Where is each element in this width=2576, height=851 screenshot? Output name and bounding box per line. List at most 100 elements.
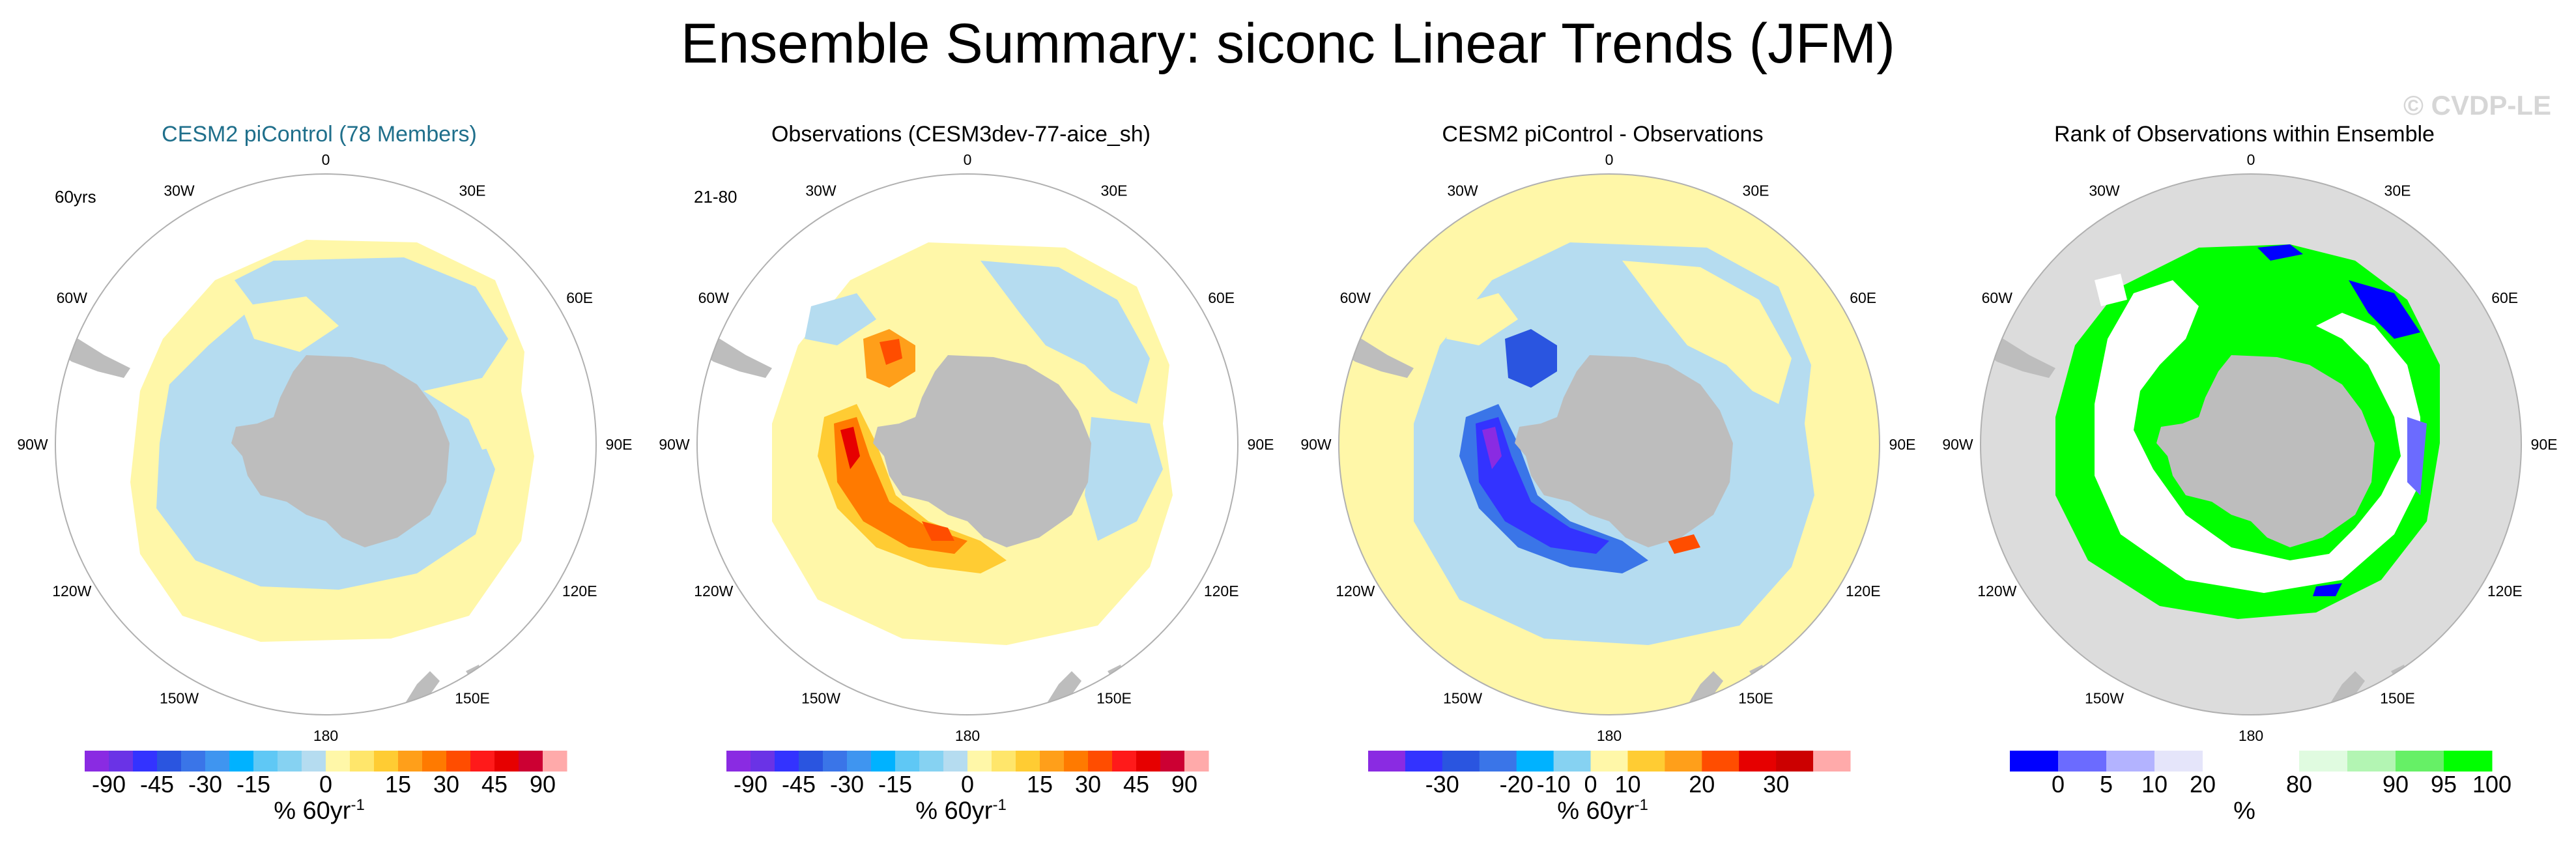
colorbar-swatch (992, 751, 1016, 772)
longitude-label: 60W (1340, 289, 1371, 306)
colorbar-swatch (1112, 751, 1137, 772)
colorbar-tick-label: -90 (734, 771, 767, 796)
colorbar-swatch (253, 751, 278, 772)
longitude-label: 0 (322, 151, 330, 168)
colorbar-swatch (1405, 751, 1443, 772)
polar-map: 0 30E 60E 90E 120E 150E 180 150W 120W 90W 60W 30W (1300, 151, 1915, 744)
trend-very-strong-positive-region (840, 427, 860, 469)
panel-title: Observations (CESM3dev-77-aice_sh) (771, 122, 1151, 147)
rank-mid-region (2095, 280, 2420, 593)
longitude-label: 60W (698, 289, 730, 306)
colorbar-swatch (1776, 751, 1814, 772)
longitude-label: 150E (1738, 690, 1773, 707)
colorbar-swatch (1627, 751, 1665, 772)
longitude-label: 60E (1850, 289, 1876, 306)
colorbar-tick-label: 20 (2190, 771, 2216, 796)
longitude-label: 120W (52, 583, 91, 599)
figure-title: Ensemble Summary: siconc Linear Trends (… (681, 12, 1895, 75)
colorbar-swatch (398, 751, 423, 772)
colorbar-tick-label: 90 (530, 771, 556, 796)
colorbar-swatch (2058, 751, 2107, 772)
longitude-label: 60E (566, 289, 593, 306)
rank-low-region (2407, 417, 2427, 495)
colorbar-tick-label: 20 (1689, 771, 1715, 796)
colorbar-swatch (2396, 751, 2444, 772)
map-boundary-circle (1338, 173, 1880, 715)
difference-very-strong-negative-region (1482, 427, 1502, 469)
longitude-label: 60W (1982, 289, 2013, 306)
trend-strong-positive-region (834, 417, 967, 554)
longitude-labels: 0 30E 60E 90E 120E 150E 180 150W 120W 90W 60W 30W (17, 151, 632, 744)
longitude-label: 0 (964, 151, 972, 168)
polar-map: 0 30E 60E 90E 120E 150E 180 150W 120W 90W 60W 30W (1942, 151, 2557, 744)
colorbar-tick-label: -15 (236, 771, 270, 796)
longitude-labels: 0 30E 60E 90E 120E 150E 180 150W 120W 90W 60W 30W (1300, 151, 1915, 744)
colorbar-swatch (1040, 751, 1065, 772)
colorbar-swatch (1368, 751, 1406, 772)
colorbar-swatch (967, 751, 992, 772)
colorbar-swatch (326, 751, 351, 772)
colorbar-tick-label: 0 (961, 771, 974, 796)
rank-mid-region (2095, 274, 2127, 306)
colorbar-swatch (302, 751, 326, 772)
colorbar-swatch (1184, 751, 1209, 772)
colorbar-swatch (1160, 751, 1185, 772)
colorbar-swatch (2299, 751, 2348, 772)
colorbar-swatch (446, 751, 471, 772)
colorbar-swatch (1516, 751, 1554, 772)
colorbar-swatch (350, 751, 375, 772)
colorbar-swatch (2251, 751, 2300, 772)
colorbar-swatch (278, 751, 302, 772)
panel-observed-trend: Observations (CESM3dev-77-aice_sh) 21-80… (642, 0, 1280, 851)
trend-weak-negative-region (805, 293, 876, 345)
map-boundary-circle (1980, 173, 2522, 715)
colorbar-swatch (229, 751, 254, 772)
longitude-label: 0 (2247, 151, 2255, 168)
longitude-label: 90W (659, 436, 690, 453)
antarctica-landmass (231, 355, 450, 547)
colorbar-swatch (2154, 751, 2203, 772)
colorbar-tick-label: -10 (1537, 771, 1571, 796)
longitude-label: 150W (801, 690, 840, 707)
longitude-label: 90W (1300, 436, 1332, 453)
antarctica-landmass (1515, 355, 1733, 547)
difference-strong-negative-region (1476, 417, 1609, 554)
colorbar-units: % 60yr-1 (915, 796, 1007, 825)
longitude-label: 150W (2085, 690, 2124, 707)
colorbar-swatch (871, 751, 896, 772)
rank-low-region (2257, 244, 2303, 261)
colorbar-tick-label: 15 (1027, 771, 1053, 796)
longitude-label: 30W (1447, 182, 1478, 199)
colorbar-swatch (2347, 751, 2396, 772)
map-boundary-circle (55, 173, 597, 715)
colorbar: -30 -20 -10 0 10 20 30 (1368, 751, 1851, 796)
colorbar-swatch (2203, 751, 2252, 772)
longitude-label: 90E (1889, 436, 1916, 453)
trend-weak-positive-patch (241, 296, 339, 352)
colorbar-swatch (751, 751, 775, 772)
trend-very-strong-positive-region (922, 521, 954, 541)
colorbar-swatch (519, 751, 543, 772)
colorbar-tick-label: 0 (2052, 771, 2065, 796)
colorbar-swatch (374, 751, 399, 772)
panel-obs-rank: Rank of Observations within Ensemble 0 30… (1925, 0, 2564, 851)
colorbar-tick-label: 45 (1123, 771, 1149, 796)
longitude-label: 120E (1204, 583, 1239, 599)
longitude-label: 30W (2089, 182, 2120, 199)
difference-weak-positive-patch (1622, 261, 1792, 404)
trend-weak-negative-region (1085, 417, 1163, 541)
longitude-labels: 0 30E 60E 90E 120E 150E 180 150W 120W 90W 60W 30W (659, 151, 1274, 744)
colorbar-tick-label: 45 (481, 771, 508, 796)
longitude-label: 120W (694, 583, 733, 599)
colorbar-tick-label: -30 (188, 771, 222, 796)
colorbar-swatch (799, 751, 823, 772)
colorbar-tick-label: 0 (319, 771, 332, 796)
colorbar-swatch (1442, 751, 1480, 772)
colorbar-units: % 60yr-1 (1557, 796, 1648, 825)
colorbar-tick-label: 90 (1171, 771, 1197, 796)
colorbar-swatch (1479, 751, 1517, 772)
colorbar-tick-label: 15 (385, 771, 411, 796)
longitude-label: 30W (805, 182, 837, 199)
colorbar-tick-label: 0 (1584, 771, 1597, 796)
colorbar-swatch (181, 751, 206, 772)
